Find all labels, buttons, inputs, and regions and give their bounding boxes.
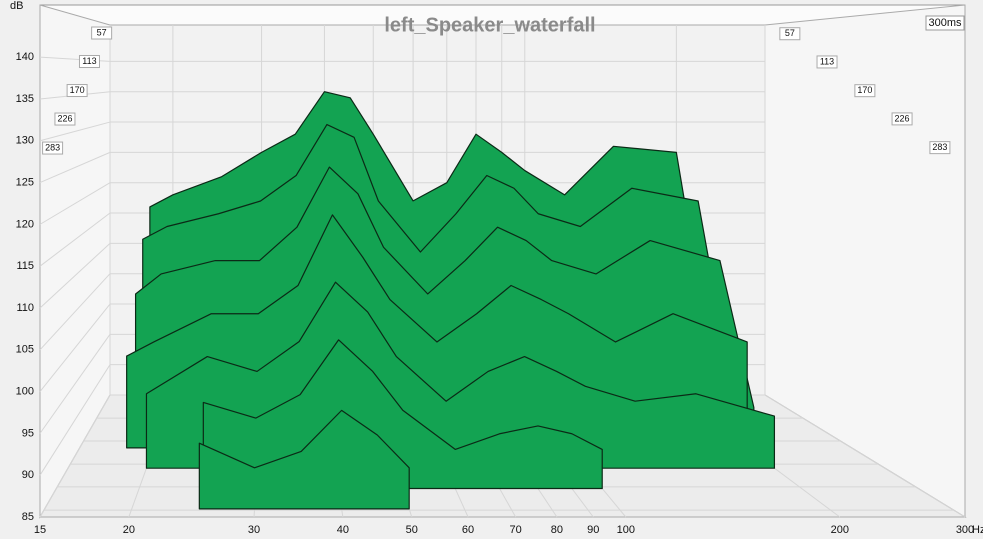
x-tick-label: 70 [510,524,522,536]
y-tick-label: 135 [16,93,34,105]
y-tick-label: 115 [16,260,34,272]
grid-line [39,394,111,518]
z-tick-label: 283 [45,142,60,152]
z-tick-box [816,55,838,69]
labels: 85 90 95 100 105 110 115 120 125 130 135 140 15 20 30 4… [16,26,974,536]
y-tick-label: 105 [16,344,34,356]
z-tick-label: 283 [932,142,947,152]
z-tick-box [42,141,64,155]
grid-line [39,151,111,184]
grid-line [39,334,111,434]
z-tick-box [78,55,100,69]
z-tick-label: 226 [895,113,910,123]
z-tick-label: 57 [785,28,795,38]
z-tick-box [66,84,88,98]
z-tick-label: 57 [97,27,107,37]
grid-line [39,273,111,351]
x-tick-label: 50 [406,524,418,536]
x-tick-label: 200 [831,524,849,536]
x-tick-label: 100 [617,524,635,536]
x-tick-label: 30 [248,524,260,536]
x-tick-label: 300 [956,524,974,536]
z-tick-box [854,84,876,98]
grid-line [39,242,111,309]
x-tick-label: 20 [123,524,135,536]
x-axis-label: Hz [972,524,983,536]
slice [198,409,410,510]
y-tick-label: 90 [22,469,34,481]
grid-line [764,394,966,518]
z-tick-label: 113 [820,56,834,66]
time-label-box [925,15,965,31]
x-tick-label: 90 [587,524,599,536]
z-tick-label: 226 [57,113,72,123]
z-tick-box [54,112,76,126]
grid-line [39,182,111,225]
x-tick-label: 60 [462,524,474,536]
x-tick-label: 80 [551,524,563,536]
z-tick-label: 170 [857,85,872,95]
chart-title: left_Speaker_waterfall [384,14,595,36]
grid-line [39,121,111,142]
grid-line [39,364,111,476]
y-tick-label: 140 [16,51,34,63]
y-tick-label: 100 [16,385,34,397]
y-tick-label: 110 [16,302,34,314]
y-tick-label: 120 [16,218,34,230]
y-tick-label: 130 [16,135,34,147]
grid-line [39,212,111,267]
z-tick-box [891,112,913,126]
time-label: 300ms [928,17,962,29]
z-tick-box [91,26,113,40]
y-axis-label: dB [10,0,23,12]
y-tick-label: 95 [22,427,34,439]
z-tick-box [779,27,801,41]
x-tick-label: 40 [337,524,349,536]
z-tick-box [929,141,951,155]
y-tick-label: 85 [22,511,34,523]
slices [126,91,776,510]
y-tick-label: 125 [16,176,34,188]
z-tick-label: 170 [70,85,85,95]
x-tick-label: 15 [34,524,46,536]
z-tick-label: 113 [82,56,96,66]
grid-line [39,303,111,392]
